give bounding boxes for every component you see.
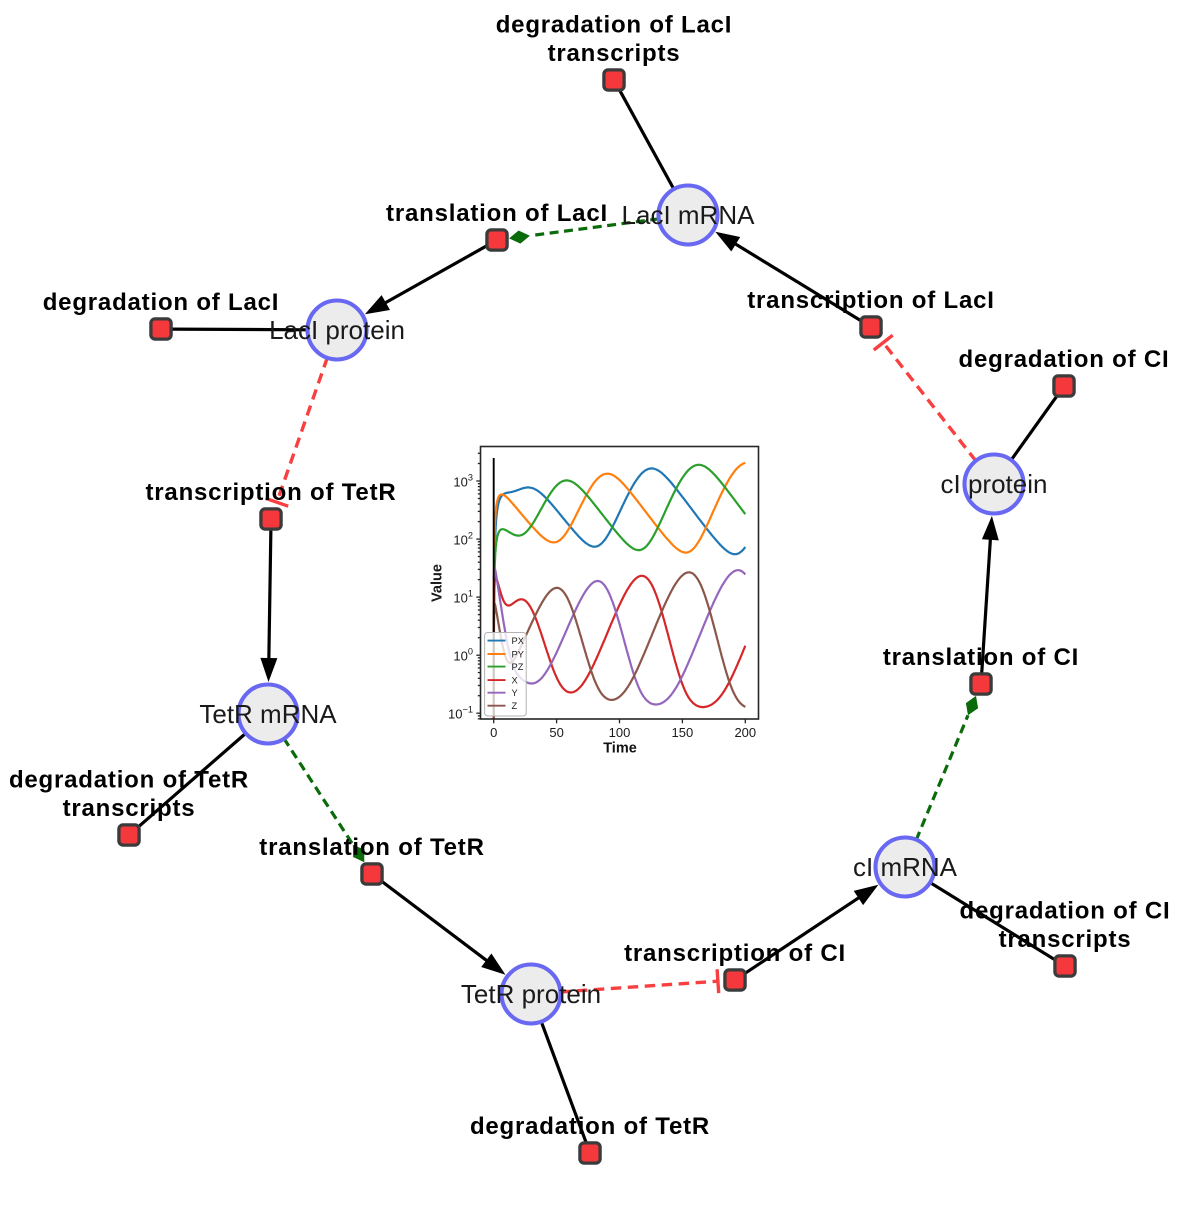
svg-text:degradation of LacI: degradation of LacI: [496, 12, 733, 39]
svg-text:LacI mRNA: LacI mRNA: [622, 200, 756, 230]
svg-text:degradation of CI: degradation of CI: [959, 346, 1170, 373]
svg-text:degradation of TetR: degradation of TetR: [470, 1113, 710, 1140]
svg-text:150: 150: [672, 725, 694, 740]
svg-text:degradation of TetR: degradation of TetR: [9, 767, 249, 794]
svg-text:translation of LacI: translation of LacI: [386, 200, 608, 227]
svg-text:X: X: [512, 676, 518, 686]
svg-text:100: 100: [609, 725, 631, 740]
svg-text:LacI protein: LacI protein: [269, 315, 405, 345]
svg-text:transcripts: transcripts: [548, 40, 681, 67]
svg-text:translation of TetR: translation of TetR: [259, 834, 484, 861]
svg-text:200: 200: [734, 725, 756, 740]
svg-text:TetR protein: TetR protein: [461, 979, 601, 1009]
svg-text:Time: Time: [603, 741, 637, 757]
svg-text:TetR mRNA: TetR mRNA: [199, 699, 337, 729]
svg-text:0: 0: [490, 725, 497, 740]
svg-text:Y: Y: [512, 688, 518, 698]
svg-text:transcription of CI: transcription of CI: [624, 940, 846, 967]
svg-text:degradation of CI: degradation of CI: [960, 898, 1171, 925]
svg-text:translation of CI: translation of CI: [883, 644, 1079, 671]
svg-text:PZ: PZ: [512, 662, 524, 672]
svg-text:transcription of LacI: transcription of LacI: [747, 287, 995, 314]
svg-text:Value: Value: [430, 564, 446, 602]
svg-text:cI mRNA: cI mRNA: [853, 852, 958, 882]
svg-text:PY: PY: [512, 649, 524, 659]
svg-text:transcripts: transcripts: [63, 795, 196, 822]
svg-text:transcripts: transcripts: [999, 926, 1132, 953]
svg-text:transcription of TetR: transcription of TetR: [145, 479, 396, 506]
svg-text:Z: Z: [512, 701, 518, 711]
svg-text:PX: PX: [512, 636, 524, 646]
svg-text:cI protein: cI protein: [941, 469, 1048, 499]
svg-text:50: 50: [549, 725, 563, 740]
svg-text:degradation of LacI: degradation of LacI: [43, 289, 280, 316]
